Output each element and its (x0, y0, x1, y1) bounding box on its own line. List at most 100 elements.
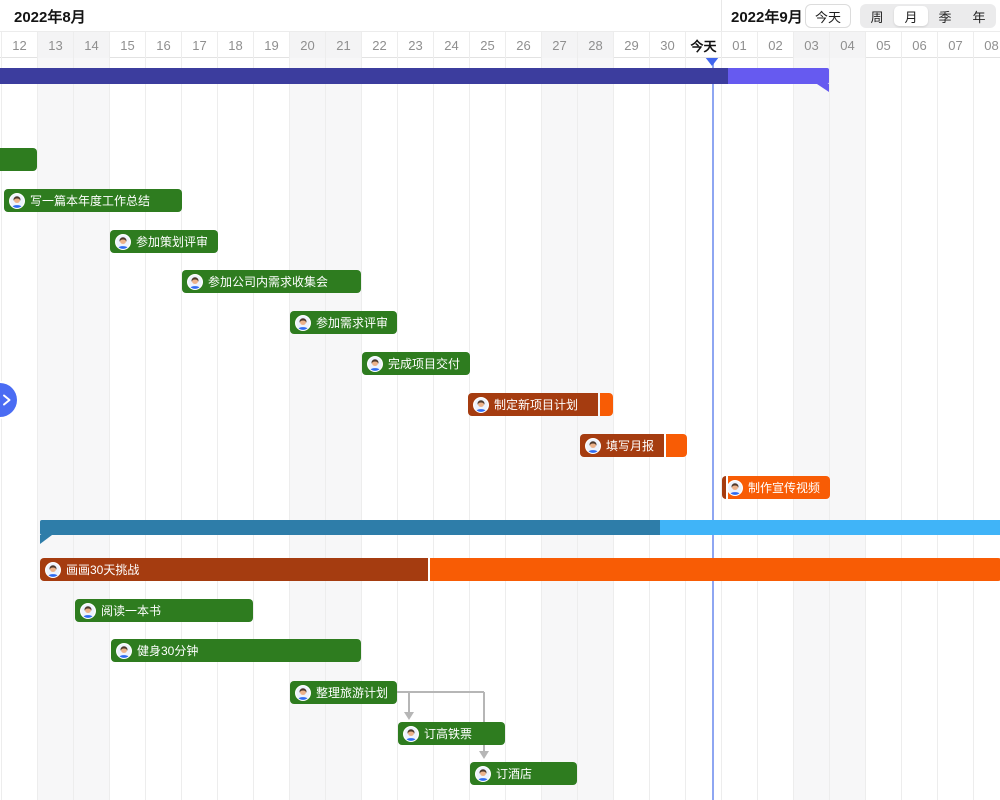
assignee-avatar-icon (187, 273, 203, 290)
axis-day-今天: 今天 (685, 32, 721, 58)
task-drawing-challenge[interactable]: 画画30天挑战 (40, 558, 1000, 581)
assignee-avatar-icon (367, 355, 383, 372)
task-label: 订酒店 (475, 762, 532, 785)
task-label-text: 订酒店 (496, 767, 533, 781)
task-label-text: 订高铁票 (424, 727, 473, 741)
month-divider (721, 0, 722, 31)
bar-segment (290, 311, 397, 334)
assignee-avatar-icon (727, 479, 743, 496)
task-label: 订高铁票 (403, 722, 472, 745)
today-button[interactable]: 今天 (805, 4, 851, 28)
axis-day-28: 28 (577, 32, 613, 58)
month-label-august: 2022年8月 (14, 9, 86, 26)
view-option-周[interactable]: 周 (870, 9, 884, 25)
chevron-right-icon (3, 394, 11, 406)
task-project-delivery[interactable]: 完成项目交付 (362, 352, 470, 375)
assignee-avatar-icon (45, 561, 61, 578)
axis-day-02: 02 (757, 32, 793, 58)
task-hotel[interactable]: 订酒店 (470, 762, 577, 785)
task-label: 完成项目交付 (367, 352, 460, 375)
task-exercise[interactable]: 健身30分钟 (111, 639, 361, 662)
task-label: 参加需求评审 (295, 311, 388, 334)
summary-bar-tail (817, 84, 829, 92)
axis-day-13: 13 (37, 32, 73, 58)
task-requirements-meeting[interactable]: 参加公司内需求收集会 (182, 270, 361, 293)
grid-column (901, 58, 937, 800)
bar-segment (430, 558, 1000, 581)
grid-column (289, 58, 325, 800)
axis-day-15: 15 (109, 32, 145, 58)
summary-personal[interactable] (40, 520, 1000, 544)
task-label-text: 健身30分钟 (137, 644, 199, 658)
grid-column (1, 58, 37, 800)
bar-segment (728, 68, 829, 84)
bar-segment (111, 639, 361, 662)
axis-day-14: 14 (73, 32, 109, 58)
task-label-text: 画画30天挑战 (66, 563, 140, 577)
axis-day-24: 24 (433, 32, 469, 58)
task-planning-review[interactable]: 参加策划评审 (110, 230, 218, 253)
task-monthly-report[interactable]: 填写月报 (580, 434, 687, 457)
bar-segment (290, 681, 397, 704)
summary-work[interactable] (0, 68, 829, 92)
chart-area: 写一篇本年度工作总结 参加策划评审 参加公司内需求收集会 参加需求评审 完成项目 (0, 58, 1000, 800)
axis-day-05: 05 (865, 32, 901, 58)
grid-column (613, 58, 649, 800)
assignee-avatar-icon (115, 233, 131, 250)
expand-sidebar-button[interactable] (0, 383, 17, 417)
assignee-avatar-icon (116, 642, 132, 659)
date-axis: 12 13 14 15 16 17 18 19 20 21 22 23 24 25 26 27 28 29 30 今天… (0, 31, 1000, 58)
task-label-text: 制定新项目计划 (494, 398, 579, 412)
assignee-avatar-icon (295, 684, 311, 701)
today-marker-icon (705, 58, 719, 66)
grid-column (469, 58, 505, 800)
assignee-avatar-icon (295, 314, 311, 331)
axis-day-12: 12 (1, 32, 37, 58)
task-label-text: 参加公司内需求收集会 (208, 275, 329, 289)
grid-column (181, 58, 217, 800)
task-annual-summary[interactable]: 写一篇本年度工作总结 (4, 189, 182, 212)
bar-segment (182, 270, 361, 293)
assignee-avatar-icon (475, 765, 491, 782)
bar-segment (468, 393, 598, 416)
view-option-月[interactable]: 月 (894, 6, 928, 26)
task-new-project-plan[interactable]: 制定新项目计划 (468, 393, 613, 416)
task-label-text: 参加需求评审 (316, 316, 389, 330)
task-label: 画画30天挑战 (45, 558, 139, 581)
axis-day-27: 27 (541, 32, 577, 58)
bar-segment (470, 762, 577, 785)
view-option-季[interactable]: 季 (938, 9, 952, 25)
grid-column (361, 58, 397, 800)
bar-segment (0, 68, 728, 84)
axis-day-18: 18 (217, 32, 253, 58)
axis-day-25: 25 (469, 32, 505, 58)
bar-segment (600, 393, 613, 416)
task-label-text: 阅读一本书 (101, 604, 162, 618)
axis-day-29: 29 (613, 32, 649, 58)
bar-segment (398, 722, 505, 745)
dependency-arrows (397, 691, 489, 759)
grid-column (829, 58, 865, 800)
task-requirements-review[interactable]: 参加需求评审 (290, 311, 397, 334)
task-label-text: 完成项目交付 (388, 357, 461, 371)
bar-segment (362, 352, 470, 375)
bar-segment (580, 434, 664, 457)
axis-day-20: 20 (289, 32, 325, 58)
assignee-avatar-icon (585, 437, 601, 454)
task-travel-plan[interactable]: 整理旅游计划 (290, 681, 397, 704)
task-clipped[interactable] (0, 148, 37, 171)
axis-day-21: 21 (325, 32, 361, 58)
task-promo-video[interactable]: 制作宣传视频 (722, 476, 830, 499)
bar-segment (40, 520, 660, 535)
view-option-年[interactable]: 年 (972, 9, 986, 25)
task-label-text: 参加策划评审 (136, 235, 209, 249)
task-train-ticket[interactable]: 订高铁票 (398, 722, 505, 745)
task-label: 写一篇本年度工作总结 (9, 189, 150, 212)
axis-day-30: 30 (649, 32, 685, 58)
summary-bar-tail (40, 535, 52, 544)
axis-day-06: 06 (901, 32, 937, 58)
grid-column (685, 58, 721, 800)
task-read-book[interactable]: 阅读一本书 (75, 599, 253, 622)
task-label-text: 制作宣传视频 (748, 481, 821, 495)
bar-segment (0, 148, 37, 171)
